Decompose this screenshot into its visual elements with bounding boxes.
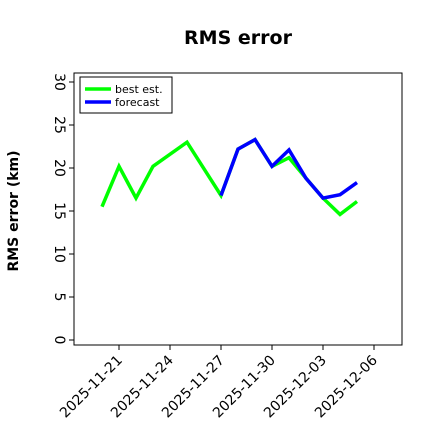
x-axis-ticks: 2025-11-212025-11-242025-11-272025-11-30… <box>57 345 381 421</box>
legend-box <box>79 76 173 114</box>
chart-title: RMS error <box>184 27 293 49</box>
y-axis-label: RMS error (km) <box>6 150 22 271</box>
y-tick-label: 15 <box>51 202 67 220</box>
y-tick-label: 20 <box>51 159 67 177</box>
plot-area <box>73 72 403 346</box>
legend-label-forecast: forecast <box>115 96 160 109</box>
series-lines <box>100 137 359 217</box>
legend: best est. forecast <box>79 76 173 114</box>
y-axis-ticks: 0 5 10 15 20 25 30 <box>51 73 74 344</box>
series-line-forecast <box>219 137 359 201</box>
legend-label-best-est: best est. <box>115 83 163 96</box>
y-tick-label: 30 <box>51 73 67 91</box>
y-tick-label: 10 <box>51 245 67 263</box>
y-tick-label: 5 <box>51 293 67 302</box>
y-tick-label: 0 <box>51 336 67 345</box>
y-tick-label: 25 <box>51 116 67 134</box>
